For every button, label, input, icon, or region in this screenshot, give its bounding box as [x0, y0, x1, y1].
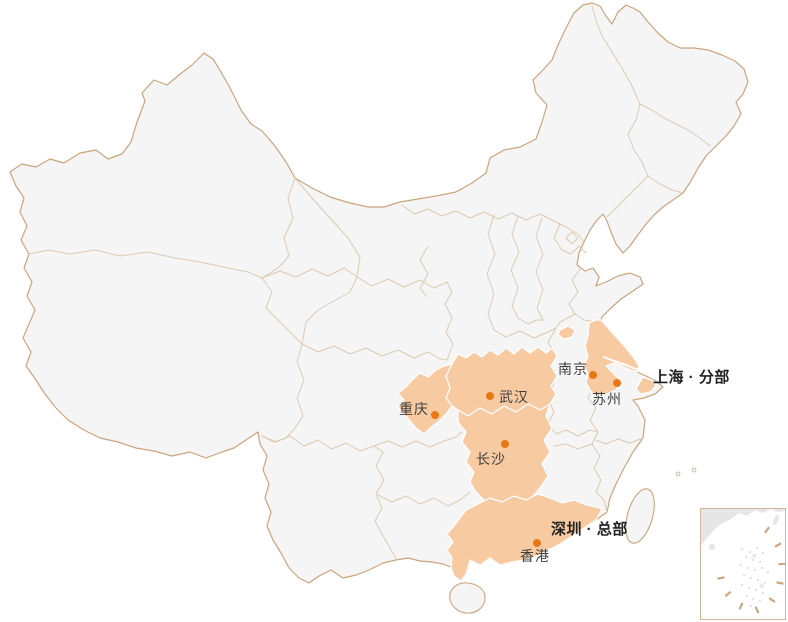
inset-nine-dash-line	[717, 526, 786, 614]
city-dot-hongkong	[533, 539, 541, 547]
inset-hainan-shape	[708, 543, 716, 551]
city-label-changsha: 长沙	[476, 451, 506, 467]
province-border-lines	[28, 5, 711, 561]
islet	[691, 467, 697, 473]
mainland-shape	[9, 2, 749, 584]
city-dot-suzhou	[613, 379, 621, 387]
city-label-nanjing: 南京	[558, 361, 588, 377]
city-dot-changsha	[501, 440, 509, 448]
islet	[675, 471, 681, 477]
office-label-shenzhen-headquarters: 深圳 · 总部	[551, 521, 628, 538]
taiwan-island-shape	[625, 488, 655, 544]
highlight-shanghai-area	[635, 376, 657, 395]
city-dot-chongqing	[431, 411, 439, 419]
city-dot-nanjing	[589, 371, 597, 379]
highlight-province-hunan	[457, 403, 553, 513]
city-label-suzhou: 苏州	[592, 391, 622, 407]
city-dot-wuhan	[486, 392, 494, 400]
city-label-wuhan: 武汉	[499, 389, 529, 405]
inset-taiwan-shape	[773, 514, 779, 526]
city-label-hongkong: 香港	[520, 548, 550, 564]
inset-island-dots	[740, 547, 769, 607]
highlight-province-guangdong	[446, 493, 603, 582]
highlighted-provinces	[397, 319, 657, 582]
hainan-island-shape	[449, 582, 486, 614]
highlight-province-jiangsu-northwest-wing	[557, 325, 576, 340]
inset-mainland-shape	[701, 509, 785, 546]
yangtze-river-gap	[603, 356, 639, 371]
city-label-chongqing: 重庆	[399, 401, 429, 417]
highlight-province-hubei	[445, 346, 558, 417]
highlight-province-jiangsu	[583, 319, 640, 397]
office-label-shanghai-branch: 上海 · 分部	[653, 369, 730, 386]
south-china-sea-inset	[700, 508, 786, 620]
